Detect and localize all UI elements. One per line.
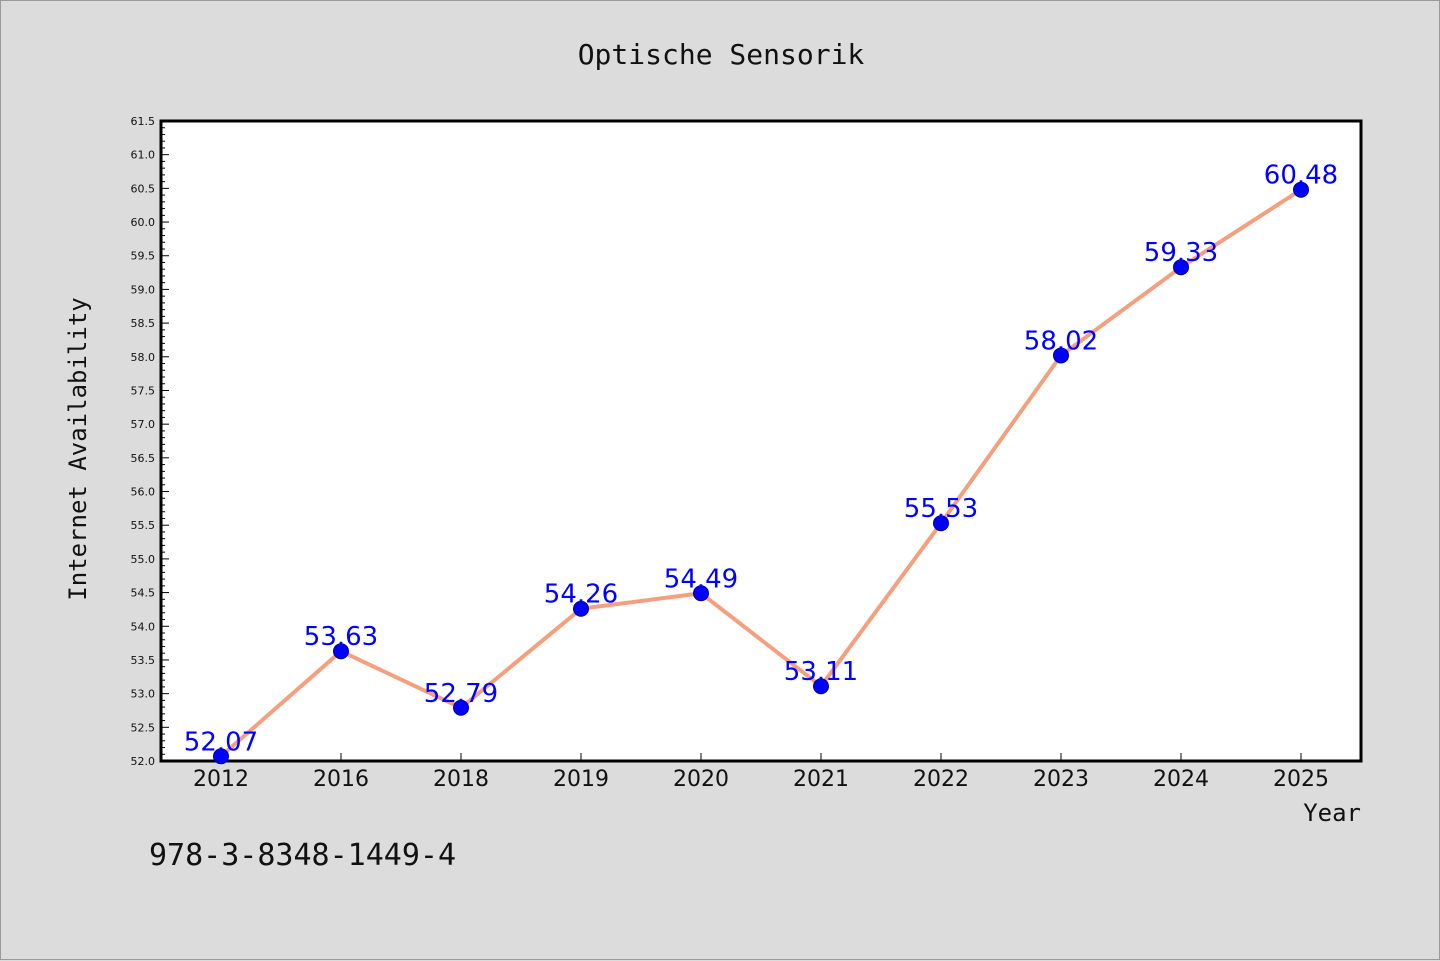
x-tick-label: 2012 — [193, 767, 249, 792]
y-tick-label: 60.0 — [131, 216, 156, 229]
chart-title: Optische Sensorik — [578, 38, 865, 71]
y-tick-label: 60.5 — [131, 182, 156, 195]
data-point — [1053, 347, 1069, 364]
data-point — [1293, 181, 1309, 198]
y-tick-label: 52.0 — [131, 755, 156, 768]
y-tick-label: 58.5 — [131, 317, 156, 330]
data-point — [693, 585, 709, 602]
x-tick-label: 2023 — [1033, 767, 1089, 792]
x-axis-label: Year — [1303, 799, 1361, 827]
data-label: 55.53 — [904, 494, 978, 524]
data-label: 52.07 — [184, 727, 258, 757]
data-label: 53.63 — [304, 622, 378, 652]
y-tick-label: 59.5 — [131, 250, 156, 263]
data-point — [1173, 259, 1189, 276]
y-tick-label: 52.5 — [131, 721, 156, 734]
y-tick-label: 56.0 — [131, 486, 156, 499]
data-label: 53.11 — [784, 657, 858, 687]
y-tick-label: 58.0 — [131, 351, 156, 364]
data-point — [213, 748, 229, 765]
data-point — [333, 643, 349, 660]
y-axis: 52.0 52.5 53.0 53.5 54.0 54.5 55.0 55.5 56.0 56.5… — [131, 115, 169, 768]
y-tick-label: 55.5 — [131, 519, 156, 532]
isbn-footer: 978-3-8348-1449-4 — [149, 838, 456, 873]
data-label: 59.33 — [1144, 238, 1218, 268]
y-tick-label: 61.5 — [131, 115, 156, 128]
x-axis: 2012 2016 2018 2019 2020 2021 2022 2023 2024 2025 — [193, 753, 1329, 792]
data-point — [453, 699, 469, 716]
y-axis-label: Internet Availability — [64, 297, 92, 600]
series-group — [213, 181, 1309, 765]
y-tick-label: 55.0 — [131, 553, 156, 566]
data-point — [813, 678, 829, 695]
x-tick-label: 2020 — [673, 767, 729, 792]
data-label: 60.48 — [1264, 161, 1338, 191]
series-line — [219, 188, 1303, 758]
data-label: 54.26 — [544, 580, 618, 610]
data-label: 58.02 — [1024, 326, 1098, 356]
data-point — [933, 515, 949, 532]
y-tick-label: 57.0 — [131, 418, 156, 431]
y-tick-label: 56.5 — [131, 452, 156, 465]
y-tick-label: 53.0 — [131, 688, 156, 701]
data-label: 52.79 — [424, 679, 498, 709]
y-tick-label: 54.0 — [131, 620, 156, 633]
y-tick-label: 59.0 — [131, 283, 156, 296]
data-labels-group: 52.07 53.63 52.79 54.26 54.49 53.11 55.53 58.02… — [184, 161, 1338, 758]
x-tick-label: 2018 — [433, 767, 489, 792]
data-label: 54.49 — [664, 564, 738, 594]
y-tick-label: 54.5 — [131, 587, 156, 600]
y-tick-label: 61.0 — [131, 149, 156, 162]
data-point — [573, 600, 589, 617]
x-tick-label: 2022 — [913, 767, 969, 792]
x-tick-label: 2025 — [1273, 767, 1329, 792]
x-tick-label: 2019 — [553, 767, 609, 792]
y-tick-label: 53.5 — [131, 654, 156, 667]
plot-area — [159, 119, 1363, 763]
x-tick-label: 2016 — [313, 767, 369, 792]
x-tick-label: 2021 — [793, 767, 849, 792]
y-tick-label: 57.5 — [131, 384, 156, 397]
x-tick-label: 2024 — [1153, 767, 1209, 792]
